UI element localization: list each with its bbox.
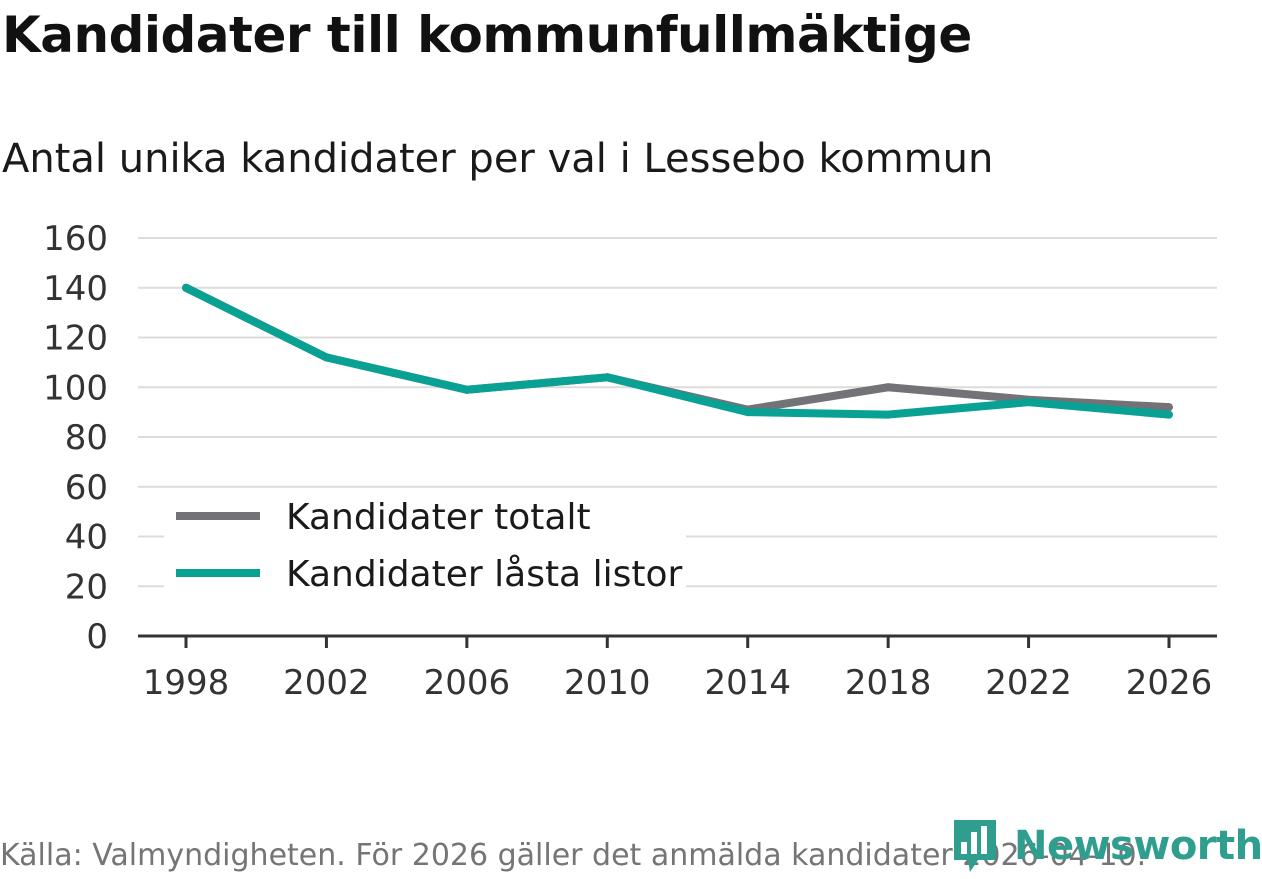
x-tick-label: 2022: [985, 663, 1072, 703]
y-tick-label: 140: [43, 269, 108, 309]
y-tick-label: 160: [43, 219, 108, 259]
gridlines: [138, 237, 1217, 588]
x-tick-label: 2010: [564, 663, 651, 703]
x-tick-label: 2018: [845, 663, 932, 703]
data-point: [322, 353, 331, 362]
legend-background: [164, 488, 686, 598]
data-point: [884, 383, 893, 392]
x-tick-label: 1998: [143, 663, 230, 703]
legend-label: Kandidater totalt: [286, 497, 591, 538]
data-point: [182, 283, 190, 292]
x-tick-label: 2026: [1126, 663, 1213, 703]
legend-label: Kandidater låsta listor: [286, 554, 682, 595]
y-tick-label: 60: [65, 468, 108, 508]
y-tick-label: 120: [43, 319, 108, 359]
data-point: [1024, 398, 1033, 407]
chart-title: Kandidater till kommunfullmäktige: [2, 6, 972, 64]
y-axis-ticks: 0 20 40 60 80 100 120 140 160: [43, 219, 108, 657]
y-tick-label: 0: [86, 617, 108, 657]
x-tick-label: 2014: [704, 663, 791, 703]
x-tick-label: 2002: [283, 663, 370, 703]
bar-chart-logo-icon: [954, 820, 996, 872]
brand-name: Newsworthy: [1014, 823, 1262, 869]
series-lines: [182, 283, 1173, 419]
data-point: [743, 408, 752, 417]
data-point: [884, 410, 893, 419]
x-axis: 1998 2002 2006 2010 2014 2018 2022 2026: [138, 634, 1217, 703]
y-tick-label: 40: [65, 518, 108, 558]
data-point: [1165, 403, 1173, 412]
legend: Kandidater totalt Kandidater låsta listor: [164, 488, 686, 598]
data-point: [1165, 410, 1173, 419]
series-line-locked-lists: [184, 284, 1170, 419]
y-tick-label: 20: [65, 567, 108, 607]
y-tick-label: 100: [43, 368, 108, 408]
chart-subtitle: Antal unika kandidater per val i Lessebo…: [2, 136, 994, 182]
x-tick-label: 2006: [424, 663, 511, 703]
data-point: [462, 385, 471, 394]
brand-logo: Newsworthy: [950, 816, 1262, 876]
y-tick-label: 80: [65, 418, 108, 458]
data-point: [603, 373, 612, 382]
